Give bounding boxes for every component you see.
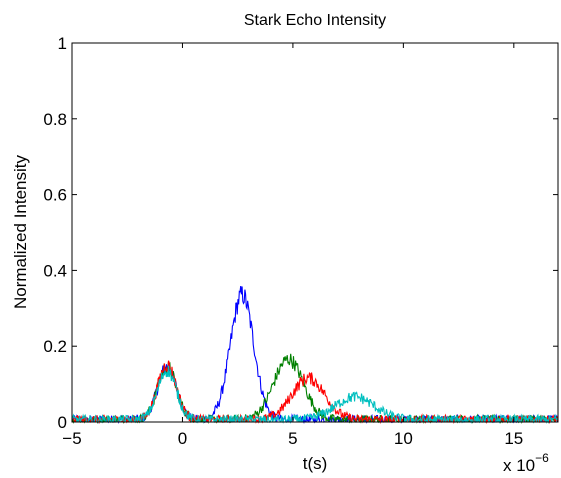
x-tick-label: −5 (62, 429, 81, 448)
x-tick-label: 0 (178, 429, 187, 448)
y-tick-label: 0 (58, 413, 67, 432)
chart-title: Stark Echo Intensity (244, 12, 386, 29)
x-tick-label: 10 (394, 429, 413, 448)
y-axis-label: Normalized Intensity (11, 155, 30, 310)
y-tick-label: 1 (58, 34, 67, 53)
x-multiplier-base: x 10 (503, 456, 535, 475)
series-layer (71, 285, 559, 425)
x-multiplier-exponent: −6 (535, 451, 549, 465)
series-line-4 (71, 365, 559, 425)
y-tick-label: 0.2 (43, 337, 67, 356)
x-tick-label: 15 (504, 429, 523, 448)
y-tick-label: 0.6 (43, 186, 67, 205)
x-axis-label: t(s) (303, 454, 328, 473)
y-tick-label: 0.4 (43, 261, 67, 280)
plot-area (72, 43, 558, 422)
plot-frame (71, 42, 559, 423)
y-tick-label: 0.8 (43, 110, 67, 129)
x-axis-multiplier: x 10−6 (503, 451, 549, 475)
x-tick-label: 5 (288, 429, 297, 448)
